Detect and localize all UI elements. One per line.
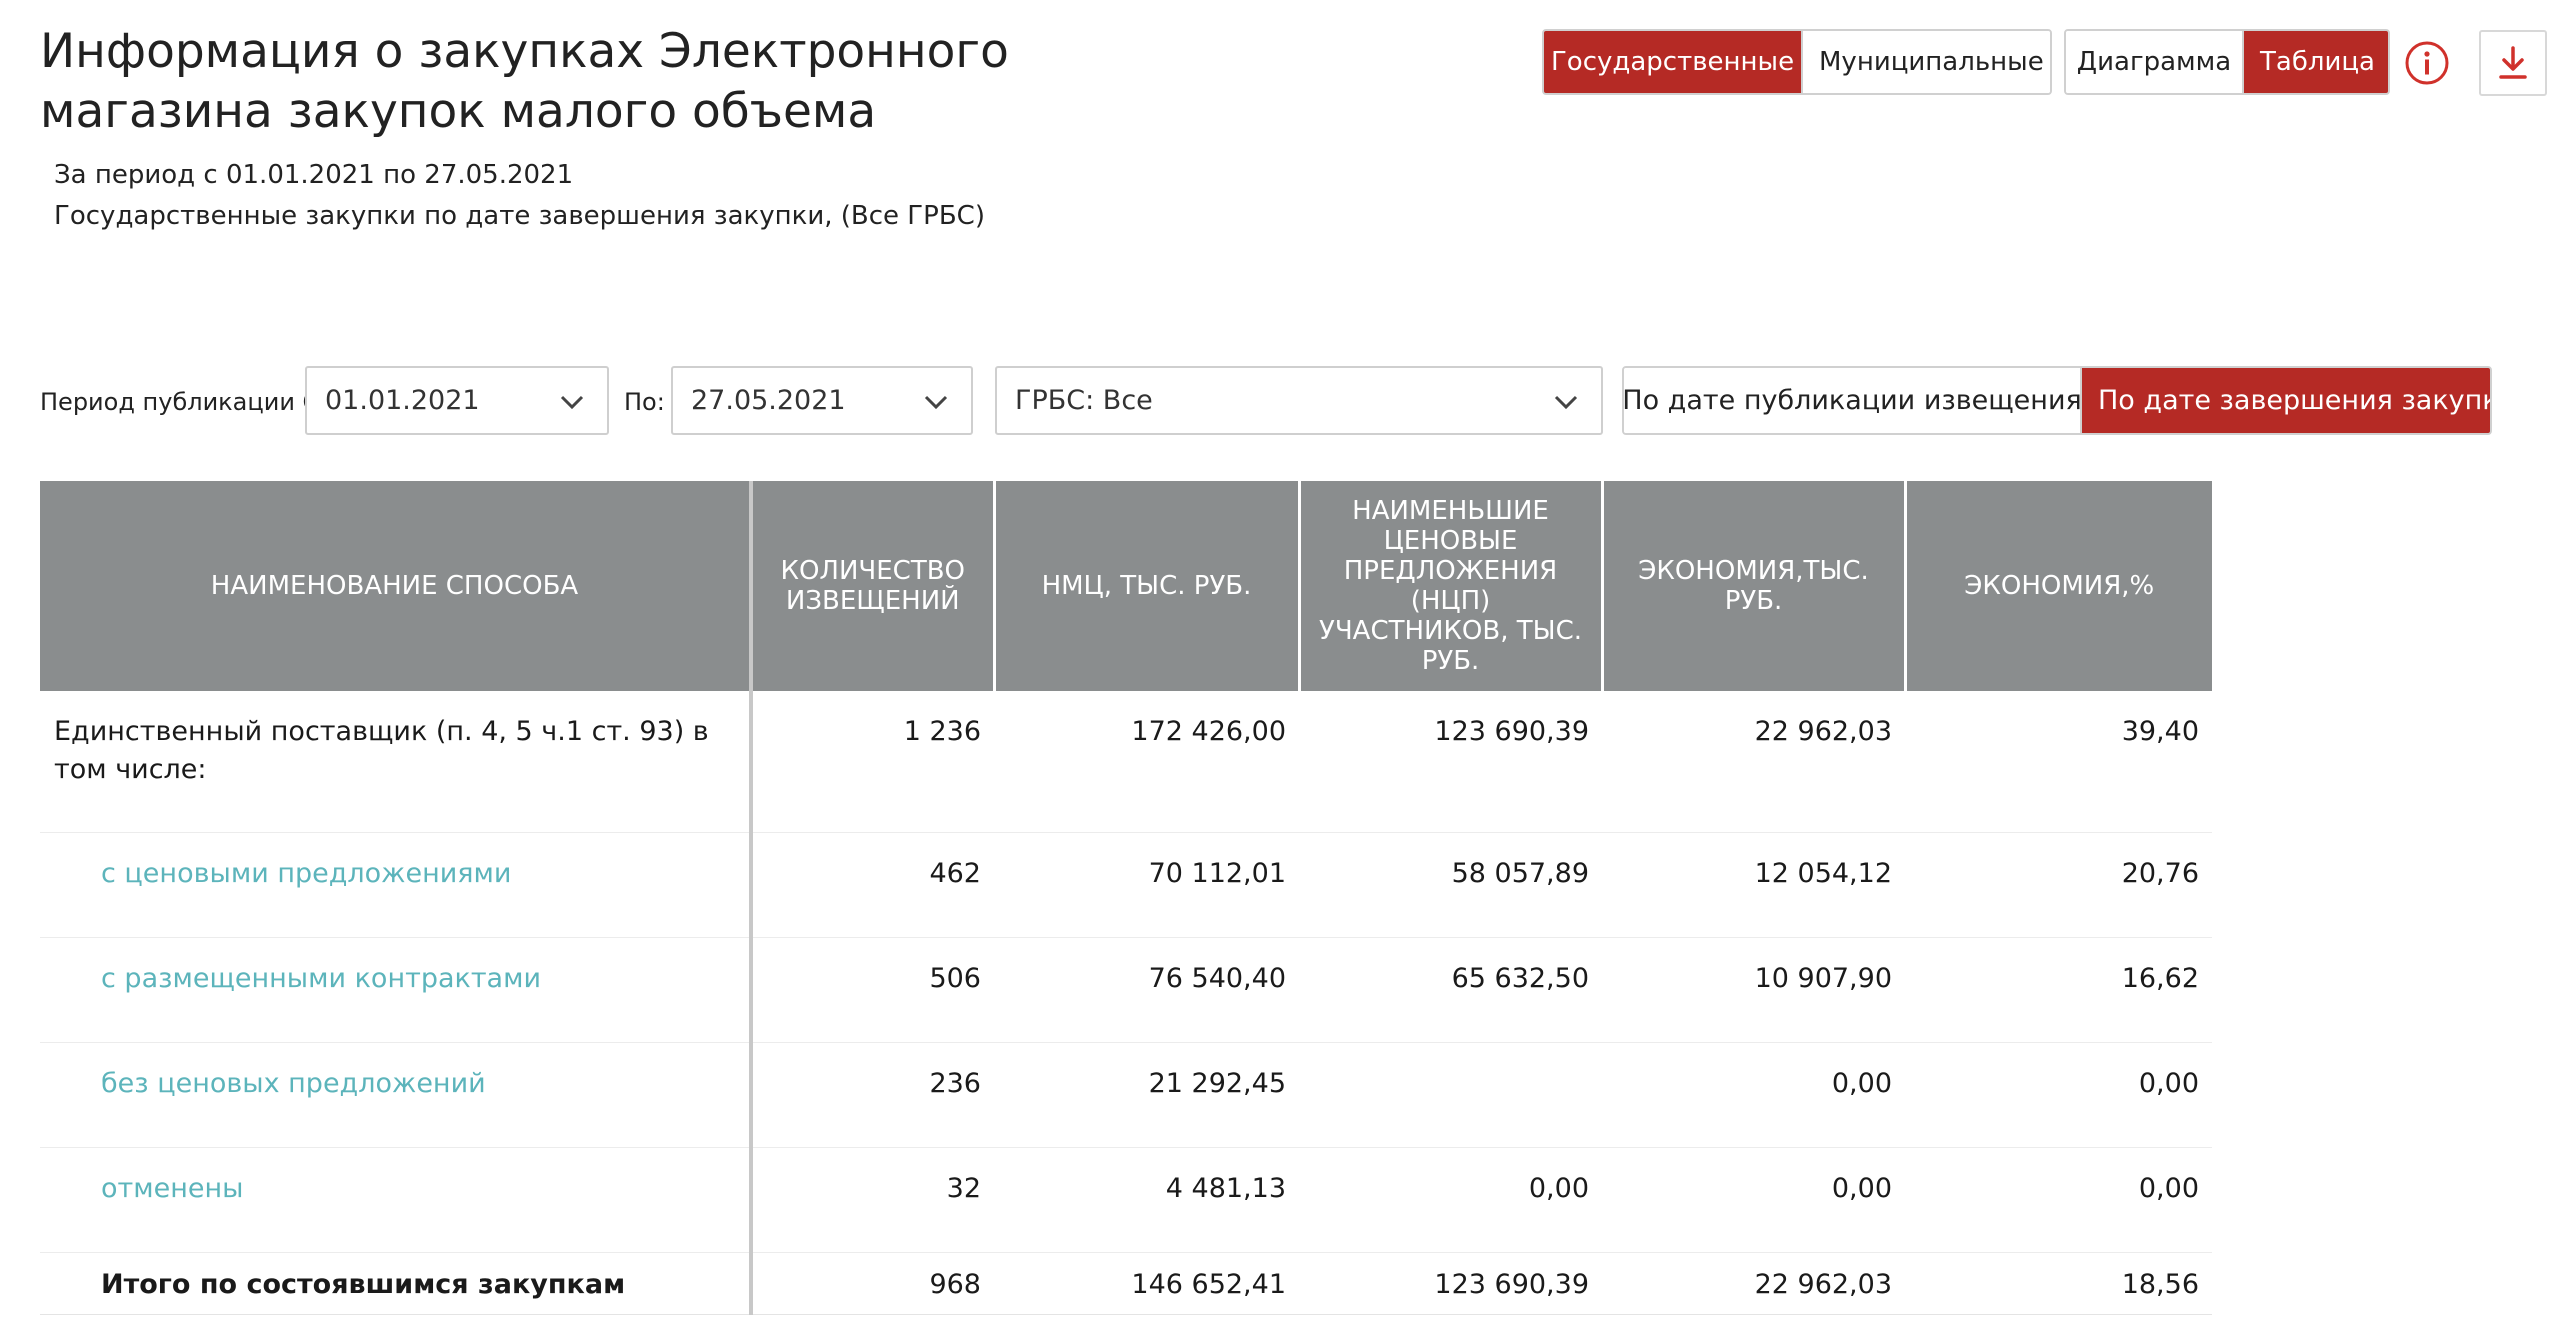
page-title: Информация о закупках Электронного магаз…	[40, 24, 1009, 139]
row-nmc: 21 292,45	[994, 1042, 1299, 1148]
period-to-value: 27.05.2021	[691, 385, 846, 416]
grbs-value: ГРБС: Все	[1015, 385, 1153, 416]
kind-state-button[interactable]: Государственные	[1544, 31, 1801, 93]
header-economy-pct[interactable]: Экономия,%	[1903, 481, 2212, 691]
chevron-down-icon	[560, 395, 584, 410]
row-ncp: 123 690,39	[1299, 1252, 1602, 1315]
row-economy: 0,00	[1602, 1042, 1905, 1148]
row-count: 236	[749, 1042, 994, 1148]
row-count: 506	[749, 937, 994, 1043]
row-nmc: 70 112,01	[994, 832, 1299, 938]
date-publication-button[interactable]: По дате публикации извещения	[1624, 368, 2082, 433]
row-economy: 22 962,03	[1602, 1252, 1905, 1315]
row-count: 1 236	[749, 691, 994, 833]
view-table-button[interactable]: Таблица	[2242, 31, 2388, 93]
row-nmc: 76 540,40	[994, 937, 1299, 1043]
row-economy-pct: 0,00	[1905, 1147, 2212, 1253]
row-economy: 22 962,03	[1602, 691, 1905, 833]
row-ncp: 123 690,39	[1299, 691, 1602, 833]
period-from-select[interactable]: 01.01.2021	[305, 366, 609, 435]
report-description: Государственные закупки по дате завершен…	[54, 201, 985, 231]
table-header-row: Наименование способа Количество извещени…	[40, 481, 2212, 691]
download-arrow-icon	[2499, 46, 2527, 79]
row-count: 462	[749, 832, 994, 938]
procurement-table: Наименование способа Количество извещени…	[40, 481, 2212, 1315]
table-row: отменены 32 4 481,13 0,00 0,00 0,00	[40, 1147, 2212, 1253]
row-ncp: 0,00	[1299, 1147, 1602, 1253]
row-nmc: 146 652,41	[994, 1252, 1299, 1315]
row-ncp	[1299, 1042, 1602, 1148]
view-chart-button[interactable]: Диаграмма	[2066, 31, 2242, 93]
row-economy: 10 907,90	[1602, 937, 1905, 1043]
kind-municipal-button[interactable]: Муниципальные	[1801, 31, 2050, 93]
date-completion-button[interactable]: По дате завершения закупки	[2080, 368, 2490, 433]
row-ncp: 65 632,50	[1299, 937, 1602, 1043]
row-ncp: 58 057,89	[1299, 832, 1602, 938]
period-text: За период с 01.01.2021 по 27.05.2021	[54, 160, 574, 190]
row-method-name: Единственный поставщик (п. 4, 5 ч.1 ст. …	[40, 691, 751, 833]
table-total-row: Итого по состоявшимся закупкам 968 146 6…	[40, 1252, 2212, 1315]
row-nmc: 4 481,13	[994, 1147, 1299, 1253]
row-total-label: Итого по состоявшимся закупкам	[40, 1252, 751, 1315]
row-count: 968	[749, 1252, 994, 1315]
chevron-down-icon	[924, 395, 948, 410]
info-icon[interactable]	[2404, 40, 2450, 86]
period-to-label: По:	[624, 388, 665, 416]
header-method-name[interactable]: Наименование способа	[40, 481, 751, 691]
period-from-label: Период публикации С:	[40, 388, 328, 416]
row-method-link[interactable]: с размещенными контрактами	[40, 937, 751, 1043]
row-method-link[interactable]: без ценовых предложений	[40, 1042, 751, 1148]
row-economy: 12 054,12	[1602, 832, 1905, 938]
row-method-link[interactable]: отменены	[40, 1147, 751, 1253]
row-nmc: 172 426,00	[994, 691, 1299, 833]
grbs-select[interactable]: ГРБС: Все	[995, 366, 1603, 435]
table-row: без ценовых предложений 236 21 292,45 0,…	[40, 1042, 2212, 1148]
header-nmc[interactable]: НМЦ, тыс. руб.	[992, 481, 1299, 691]
view-mode-toggle: Диаграмма Таблица	[2064, 29, 2390, 95]
period-to-select[interactable]: 27.05.2021	[671, 366, 973, 435]
row-economy-pct: 20,76	[1905, 832, 2212, 938]
header-economy[interactable]: Экономия,тыс. руб.	[1600, 481, 1905, 691]
header-ncp[interactable]: Наименьшие ценовые предложения (НЦП) уча…	[1297, 481, 1602, 691]
date-mode-toggle: По дате публикации извещения По дате зав…	[1622, 366, 2492, 435]
table-row: с размещенными контрактами 506 76 540,40…	[40, 937, 2212, 1043]
header-notice-count[interactable]: Количество извещений	[749, 481, 994, 691]
row-economy: 0,00	[1602, 1147, 1905, 1253]
download-button[interactable]	[2479, 30, 2547, 96]
row-economy-pct: 39,40	[1905, 691, 2212, 833]
row-economy-pct: 16,62	[1905, 937, 2212, 1043]
row-method-link[interactable]: с ценовыми предложениями	[40, 832, 751, 938]
row-economy-pct: 0,00	[1905, 1042, 2212, 1148]
procurement-kind-toggle: Государственные Муниципальные	[1542, 29, 2052, 95]
chevron-down-icon	[1554, 395, 1578, 410]
row-economy-pct: 18,56	[1905, 1252, 2212, 1315]
row-count: 32	[749, 1147, 994, 1253]
table-row: Единственный поставщик (п. 4, 5 ч.1 ст. …	[40, 691, 2212, 833]
table-row: с ценовыми предложениями 462 70 112,01 5…	[40, 832, 2212, 938]
period-from-value: 01.01.2021	[325, 385, 480, 416]
